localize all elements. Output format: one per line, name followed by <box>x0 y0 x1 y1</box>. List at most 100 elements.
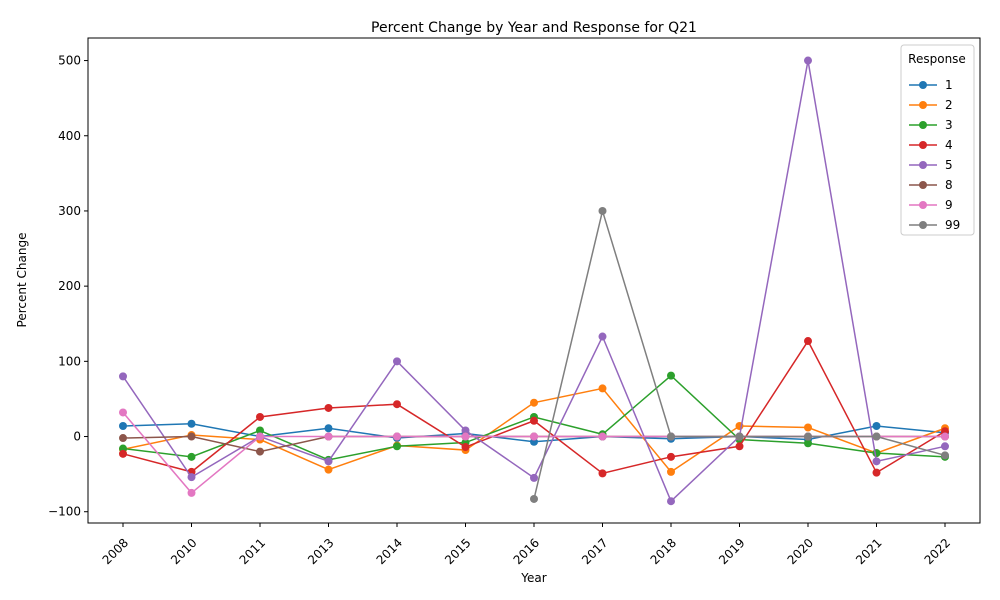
legend-marker <box>919 201 927 209</box>
data-point <box>187 488 196 497</box>
data-point <box>667 371 675 380</box>
legend-marker <box>919 81 927 89</box>
data-point <box>872 457 881 466</box>
data-point <box>598 384 607 393</box>
x-tick-label: 2011 <box>237 536 268 567</box>
data-point <box>667 497 675 506</box>
data-point <box>119 434 127 443</box>
legend-marker <box>919 101 927 109</box>
y-tick-label: 200 <box>58 279 81 293</box>
data-point <box>187 452 196 461</box>
data-point <box>256 412 264 421</box>
y-tick-label: 0 <box>73 430 81 444</box>
legend-marker <box>919 121 927 129</box>
data-point <box>324 457 333 466</box>
legend-label: 2 <box>945 98 953 112</box>
legend-item: 9 <box>909 198 953 212</box>
data-point <box>393 400 401 409</box>
legend-label: 9 <box>945 198 953 212</box>
x-tick-label: 2018 <box>648 536 679 567</box>
data-point <box>324 465 333 474</box>
data-point <box>393 442 401 451</box>
x-tick-label: 2016 <box>511 536 542 567</box>
data-point <box>598 469 607 478</box>
data-point <box>735 442 744 451</box>
data-point <box>324 432 333 441</box>
legend-item: 8 <box>909 178 953 192</box>
data-point <box>941 432 949 441</box>
data-point <box>393 357 401 366</box>
x-tick-label: 2015 <box>442 536 473 567</box>
data-point <box>256 432 264 441</box>
legend-box <box>900 44 975 236</box>
legend-label: 5 <box>945 158 953 172</box>
legend-marker <box>919 181 927 189</box>
x-tick-label: 2014 <box>374 536 405 567</box>
data-point <box>667 432 675 441</box>
data-point <box>119 449 127 458</box>
legend-item: 3 <box>909 118 953 132</box>
y-tick-label: 400 <box>58 129 81 143</box>
y-axis-label: Percent Change <box>15 233 29 328</box>
data-point <box>187 432 196 441</box>
data-point <box>804 432 812 441</box>
y-tick-label: −100 <box>48 505 81 519</box>
data-point <box>393 432 401 441</box>
data-point <box>461 426 470 435</box>
data-point <box>187 419 196 428</box>
data-point <box>598 206 607 215</box>
legend-item: 4 <box>909 138 953 152</box>
data-point <box>804 56 812 65</box>
legend-item: 2 <box>909 98 953 112</box>
data-point <box>530 416 538 425</box>
y-tick-label: 100 <box>58 354 81 368</box>
x-tick-label: 2021 <box>853 536 884 567</box>
y-tick-label: 300 <box>58 204 81 218</box>
series-4 <box>119 337 949 478</box>
data-point <box>530 398 538 407</box>
data-point <box>667 467 675 476</box>
x-tick-label: 2017 <box>579 536 610 567</box>
legend-label: 1 <box>945 78 953 92</box>
data-point <box>872 422 881 430</box>
data-point <box>667 452 675 461</box>
data-point <box>461 443 470 452</box>
chart-title: Percent Change by Year and Response for … <box>371 20 697 36</box>
data-point <box>256 447 264 456</box>
series-layer <box>119 56 949 506</box>
data-point <box>530 494 538 503</box>
x-tick-label: 2022 <box>922 536 953 567</box>
data-point <box>872 432 881 441</box>
x-tick-label: 2013 <box>305 536 336 567</box>
legend-label: 4 <box>945 138 953 152</box>
legend-item: 5 <box>909 158 953 172</box>
legend-label: 8 <box>945 178 953 192</box>
data-point <box>735 432 744 441</box>
y-axis: −100 0 100 200 300 400 500 <box>48 54 88 519</box>
data-point <box>598 332 607 341</box>
data-point <box>119 408 127 417</box>
data-point <box>187 473 196 482</box>
x-tick-label: 2010 <box>168 536 199 567</box>
data-point <box>804 423 812 432</box>
series-99 <box>530 206 949 503</box>
x-tick-label: 2008 <box>100 536 131 567</box>
x-axis: 2008 2010 2011 2013 2014 2015 2016 2017 2018 2019… <box>100 523 953 567</box>
series-line <box>533 208 946 500</box>
legend-marker <box>919 161 927 169</box>
data-point <box>872 449 881 458</box>
data-point <box>119 422 127 430</box>
data-point <box>324 403 333 412</box>
data-point <box>941 442 949 451</box>
data-point <box>804 439 812 448</box>
data-point <box>530 432 538 441</box>
legend-title: Response <box>908 52 966 66</box>
data-point <box>530 473 538 482</box>
y-tick-label: 500 <box>58 54 81 68</box>
legend-label: 3 <box>945 118 953 132</box>
series-line <box>122 339 946 475</box>
legend-marker <box>919 141 927 149</box>
data-point <box>872 468 881 477</box>
